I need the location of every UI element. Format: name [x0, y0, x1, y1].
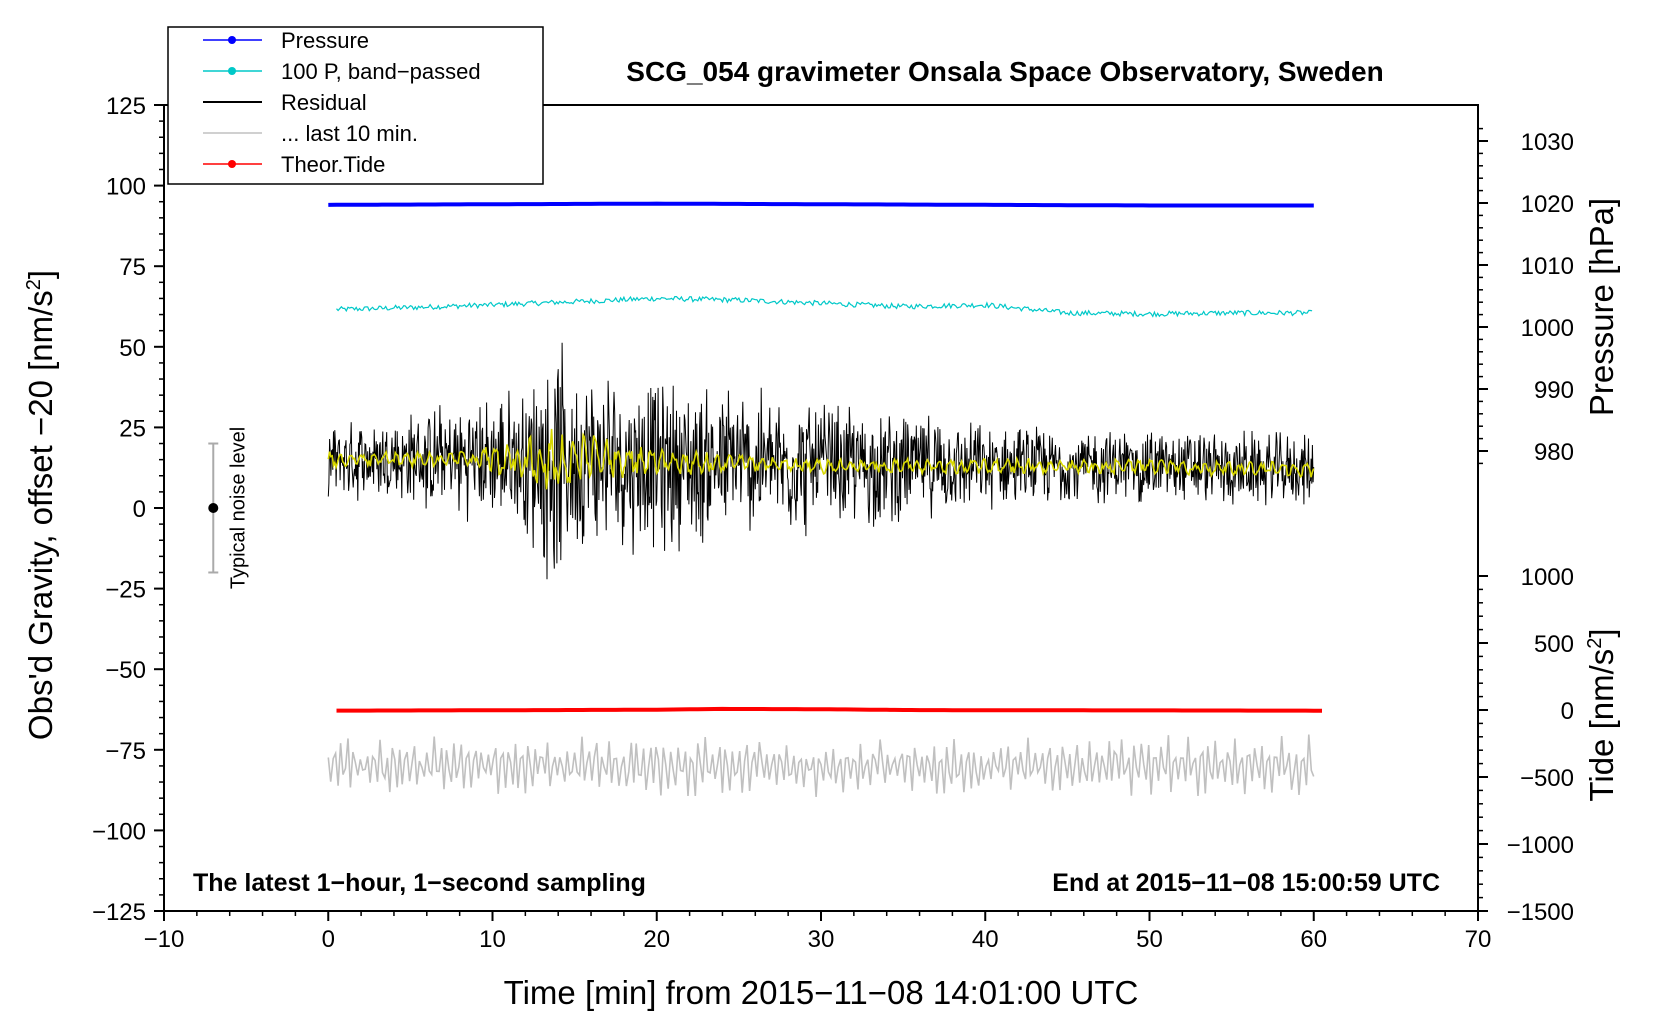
y-axis-title-pressure: Pressure [hPa]	[1583, 198, 1620, 416]
y-axis-title-left: Obs'd Gravity, offset −20 [nm/s2]	[22, 270, 59, 740]
x-tick-label: 30	[808, 926, 835, 953]
pressure-tick-label: 1020	[1521, 191, 1574, 218]
y-axis-title-left-sup: 2	[23, 279, 45, 290]
y-axis-title-tide: Tide [nm/s2]	[1583, 628, 1620, 801]
residual-filtered-line	[327, 428, 1315, 490]
tide-tick-label: 500	[1534, 631, 1574, 658]
x-tick-label: 70	[1465, 926, 1492, 953]
tide-line	[336, 706, 1322, 713]
tide-tick-label: 0	[1561, 698, 1574, 725]
legend-marker	[228, 67, 236, 75]
y-tick-label: −125	[92, 899, 146, 926]
pressure-tick-label: 1030	[1521, 129, 1574, 156]
y-tick-label: 0	[133, 496, 146, 523]
y-axis-title-tide-close: ]	[1583, 628, 1620, 637]
residual-line	[327, 342, 1315, 580]
x-tick-label: 40	[972, 926, 999, 953]
y-tick-label: −25	[105, 577, 146, 604]
x-tick-label: −10	[144, 926, 185, 953]
noise-level-dot	[208, 503, 219, 513]
y-tick-label: −75	[105, 738, 146, 765]
legend-label: Pressure	[281, 28, 369, 53]
x-tick-label: 0	[322, 926, 335, 953]
tide-tick-label: −500	[1520, 765, 1574, 792]
tide-tick-label: 1000	[1521, 564, 1574, 591]
annotation-sampling: The latest 1−hour, 1−second sampling	[193, 869, 646, 897]
legend-marker	[228, 160, 236, 168]
y-axis-title-tide-text: Tide [nm/s	[1583, 649, 1620, 802]
y-tick-label: 75	[119, 254, 146, 281]
axes-layer: −10 0 10 20 30 40 50 60 701251007550250−25−50−75…	[92, 93, 1574, 953]
tide-tick-label: −1500	[1507, 899, 1574, 926]
legend-label: 100 P, band−passed	[281, 59, 481, 84]
y-tick-label: 50	[119, 335, 146, 362]
x-tick-label: 60	[1300, 926, 1327, 953]
y-tick-label: −100	[92, 818, 146, 845]
legend-marker	[228, 36, 236, 44]
pressure-tick-label: 1010	[1521, 253, 1574, 280]
pressure-tick-label: 990	[1534, 377, 1574, 404]
noise-level-label: Typical noise level	[227, 427, 249, 589]
legend-label: Residual	[281, 90, 367, 115]
plot-frame	[163, 104, 1479, 912]
last-10-min-line	[327, 734, 1315, 797]
y-axis-title-left-close: ]	[22, 270, 59, 279]
pressure-line	[328, 201, 1314, 208]
band-passed-line	[336, 295, 1313, 318]
pressure-tick-label: 980	[1534, 439, 1574, 466]
x-tick-label: 20	[643, 926, 670, 953]
y-tick-label: 125	[106, 93, 146, 120]
legend: Pressure 100 P, band−passed Residual ... la…	[167, 26, 544, 185]
pressure-tick-label: 1000	[1521, 315, 1574, 342]
legend-label: Theor.Tide	[281, 152, 385, 177]
y-tick-label: 100	[106, 174, 146, 201]
legend-label: ... last 10 min.	[281, 121, 418, 146]
x-tick-label: 50	[1136, 926, 1163, 953]
noise-level-bracket: Typical noise level	[208, 427, 249, 589]
legend-box	[167, 26, 544, 185]
y-axis-title-tide-sup: 2	[1584, 638, 1606, 649]
plot-area	[163, 104, 1479, 912]
y-tick-label: 25	[119, 415, 146, 442]
y-tick-label: −50	[105, 657, 146, 684]
annotation-end-time: End at 2015−11−08 15:00:59 UTC	[1052, 869, 1440, 897]
tide-tick-label: −1000	[1507, 832, 1574, 859]
chart-title: SCG_054 gravimeter Onsala Space Observat…	[626, 56, 1383, 87]
x-axis-title: Time [min] from 2015−11−08 14:01:00 UTC	[504, 974, 1139, 1011]
series-layer	[327, 201, 1322, 797]
x-tick-label: 10	[479, 926, 506, 953]
y-axis-title-left-text: Obs'd Gravity, offset −20 [nm/s	[22, 290, 59, 740]
